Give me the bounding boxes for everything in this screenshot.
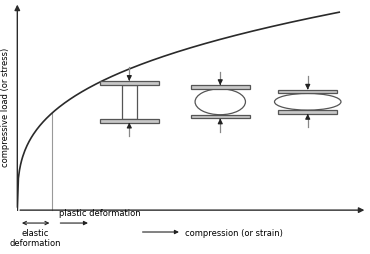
Text: plastic deformation: plastic deformation bbox=[59, 209, 141, 218]
Bar bbox=[122, 85, 137, 119]
Text: compressive load (or stress): compressive load (or stress) bbox=[1, 47, 10, 166]
Text: elastic
deformation: elastic deformation bbox=[10, 228, 61, 247]
Bar bbox=[278, 111, 337, 114]
Bar bbox=[100, 82, 159, 85]
Bar bbox=[191, 115, 250, 119]
Text: compression (or strain): compression (or strain) bbox=[185, 228, 283, 236]
Bar bbox=[278, 90, 337, 94]
Ellipse shape bbox=[195, 89, 245, 115]
Ellipse shape bbox=[275, 94, 341, 111]
Bar bbox=[100, 119, 159, 123]
Bar bbox=[191, 86, 250, 89]
